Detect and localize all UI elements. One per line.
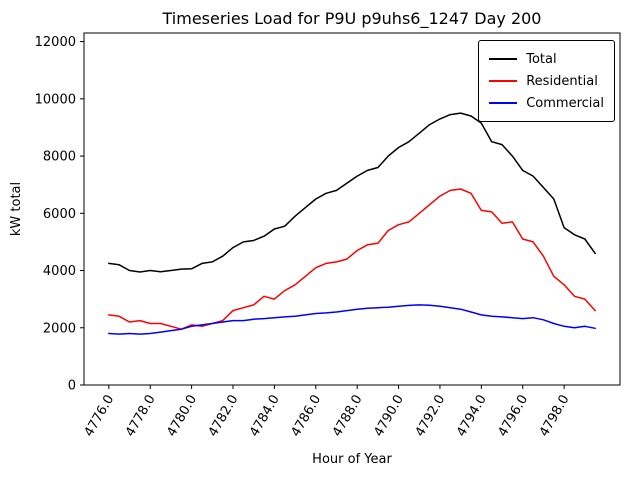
x-tick-label: 4794.0 <box>454 393 490 440</box>
legend-label: Commercial <box>526 95 604 111</box>
y-tick-label: 12000 <box>35 35 76 50</box>
y-tick-label: 4000 <box>43 264 76 279</box>
x-tick-label: 4792.0 <box>413 393 449 440</box>
x-tick-label: 4798.0 <box>537 393 573 440</box>
legend-label: Residential <box>526 73 598 89</box>
series-line-commercial <box>108 304 596 335</box>
x-tick-label: 4778.0 <box>123 393 159 440</box>
x-tick-label: 4790.0 <box>371 393 407 440</box>
legend-line-swatch <box>489 80 518 82</box>
series-line-total <box>108 112 596 273</box>
y-tick-label: 0 <box>68 379 76 394</box>
legend-item-total: Total <box>489 48 604 70</box>
legend-label: Total <box>526 51 557 67</box>
x-axis-label: Hour of Year <box>312 452 392 467</box>
chart-title: Timeseries Load for P9U p9uhs6_1247 Day … <box>162 9 542 29</box>
series-line-residential <box>108 188 596 330</box>
x-tick-label: 4780.0 <box>164 393 200 440</box>
legend-item-commercial: Commercial <box>489 92 604 114</box>
legend-line-swatch <box>489 58 518 60</box>
x-tick-label: 4782.0 <box>206 393 242 440</box>
y-axis-label: kW total <box>9 182 24 236</box>
legend-item-residential: Residential <box>489 70 604 92</box>
y-tick-label: 10000 <box>35 92 76 107</box>
y-tick-label: 6000 <box>43 207 76 222</box>
x-tick-label: 4784.0 <box>247 393 283 440</box>
legend: Total Residential Commercial <box>478 40 615 122</box>
legend-line-swatch <box>489 102 518 104</box>
y-tick-label: 8000 <box>43 150 76 165</box>
axes-frame <box>83 32 621 386</box>
x-tick-label: 4776.0 <box>82 393 118 440</box>
x-tick-label: 4786.0 <box>289 393 325 440</box>
x-tick-label: 4788.0 <box>330 393 366 440</box>
x-tick-label: 4796.0 <box>495 393 531 440</box>
y-tick-label: 2000 <box>43 321 76 336</box>
